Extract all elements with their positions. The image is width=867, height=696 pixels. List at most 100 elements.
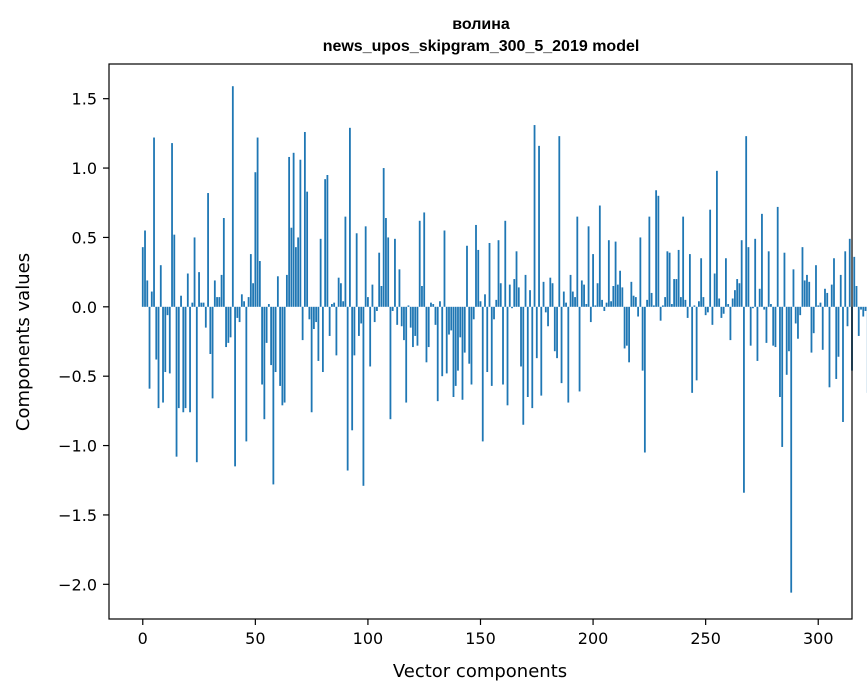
bar-61 [279,306,282,386]
bar-290 [794,306,797,324]
bar-249 [702,297,705,307]
bar-158 [497,240,500,307]
bar-118 [407,305,410,307]
bar-62 [281,306,284,406]
bar-262 [731,298,734,307]
y-axis-ticks: −2.0 −1.5 −1.0 −0.5 0.0 0.5 1.0 1.5 [58,90,109,594]
bar-169 [522,306,525,425]
bar-190 [569,274,572,307]
bar-1 [144,230,146,307]
bar-41 [234,306,236,467]
bar-303 [824,288,826,307]
bar-194 [578,306,581,392]
bar-289 [792,269,795,307]
bar-72 [303,131,306,307]
bar-70 [299,159,302,307]
bar-110 [389,306,392,420]
bar-37 [225,306,227,348]
bar-154 [488,242,491,307]
bar-116 [403,306,405,341]
bar-48 [249,254,252,307]
bar-28 [204,306,207,328]
bar-180 [547,306,549,327]
bar-302 [821,306,824,350]
bar-29 [207,193,209,307]
bar-234 [668,252,671,307]
bar-132 [439,301,441,307]
bar-74 [308,306,311,320]
bar-300 [817,305,820,307]
bar-213 [621,287,624,307]
bar-221 [639,237,642,307]
bar-59 [274,306,277,373]
bar-83 [328,306,331,336]
bar-174 [533,125,536,307]
bar-31 [211,306,214,399]
bar-107 [382,168,385,307]
bar-77 [315,306,318,323]
bar-170 [524,274,527,307]
bar-216 [628,306,630,363]
bar-185 [558,136,561,307]
bar-276 [763,306,766,310]
bar-259 [725,258,727,307]
bar-241 [684,299,687,307]
bar-272 [754,238,757,307]
bar-196 [583,284,585,307]
bar-296 [808,281,811,307]
bar-40 [231,86,234,307]
bar-310 [839,274,842,307]
y-tick-label-3: −0.5 [58,367,97,386]
bar-229 [657,195,660,307]
x-tick-label-250: 250 [690,629,721,648]
bar-209 [612,286,615,307]
bar-34 [218,297,221,307]
bar-200 [592,254,594,307]
bar-24 [195,306,198,463]
bar-217 [630,281,633,307]
bar-12 [168,306,171,374]
bar-150 [479,301,482,307]
y-tick-label-5: 0.5 [72,228,97,247]
bar-202 [596,283,599,307]
bar-312 [844,251,847,307]
bar-33 [216,297,218,307]
bar-274 [758,288,761,307]
bar-304 [826,292,829,307]
bar-143 [463,306,466,353]
bar-125 [423,212,426,307]
bar-69 [297,237,300,307]
bar-18 [182,306,185,413]
bar-294 [803,280,806,307]
bar-301 [819,302,822,307]
bar-138 [452,306,455,397]
bar-318 [857,306,860,336]
y-tick-label-4: 0.0 [72,298,97,317]
bar-152 [484,294,486,307]
bar-271 [752,306,754,309]
bar-57 [270,306,273,366]
bar-52 [258,261,261,307]
chart-title: волина [452,16,510,33]
bar-183 [553,306,556,352]
bar-171 [526,306,529,397]
bar-127 [427,306,430,348]
bar-223 [643,306,646,453]
bar-281 [774,306,777,348]
bar-129 [432,304,435,307]
bar-197 [585,304,588,307]
bar-0 [141,247,144,307]
bar-44 [240,294,243,307]
bar-218 [632,295,635,307]
bar-233 [666,251,669,307]
bar-14 [173,234,176,307]
bar-139 [454,306,457,386]
bar-108 [385,218,387,307]
bar-147 [472,306,475,320]
bar-242 [686,306,689,318]
bar-253 [711,306,714,325]
bar-66 [290,227,293,307]
bar-187 [562,291,565,307]
bar-161 [504,220,507,307]
